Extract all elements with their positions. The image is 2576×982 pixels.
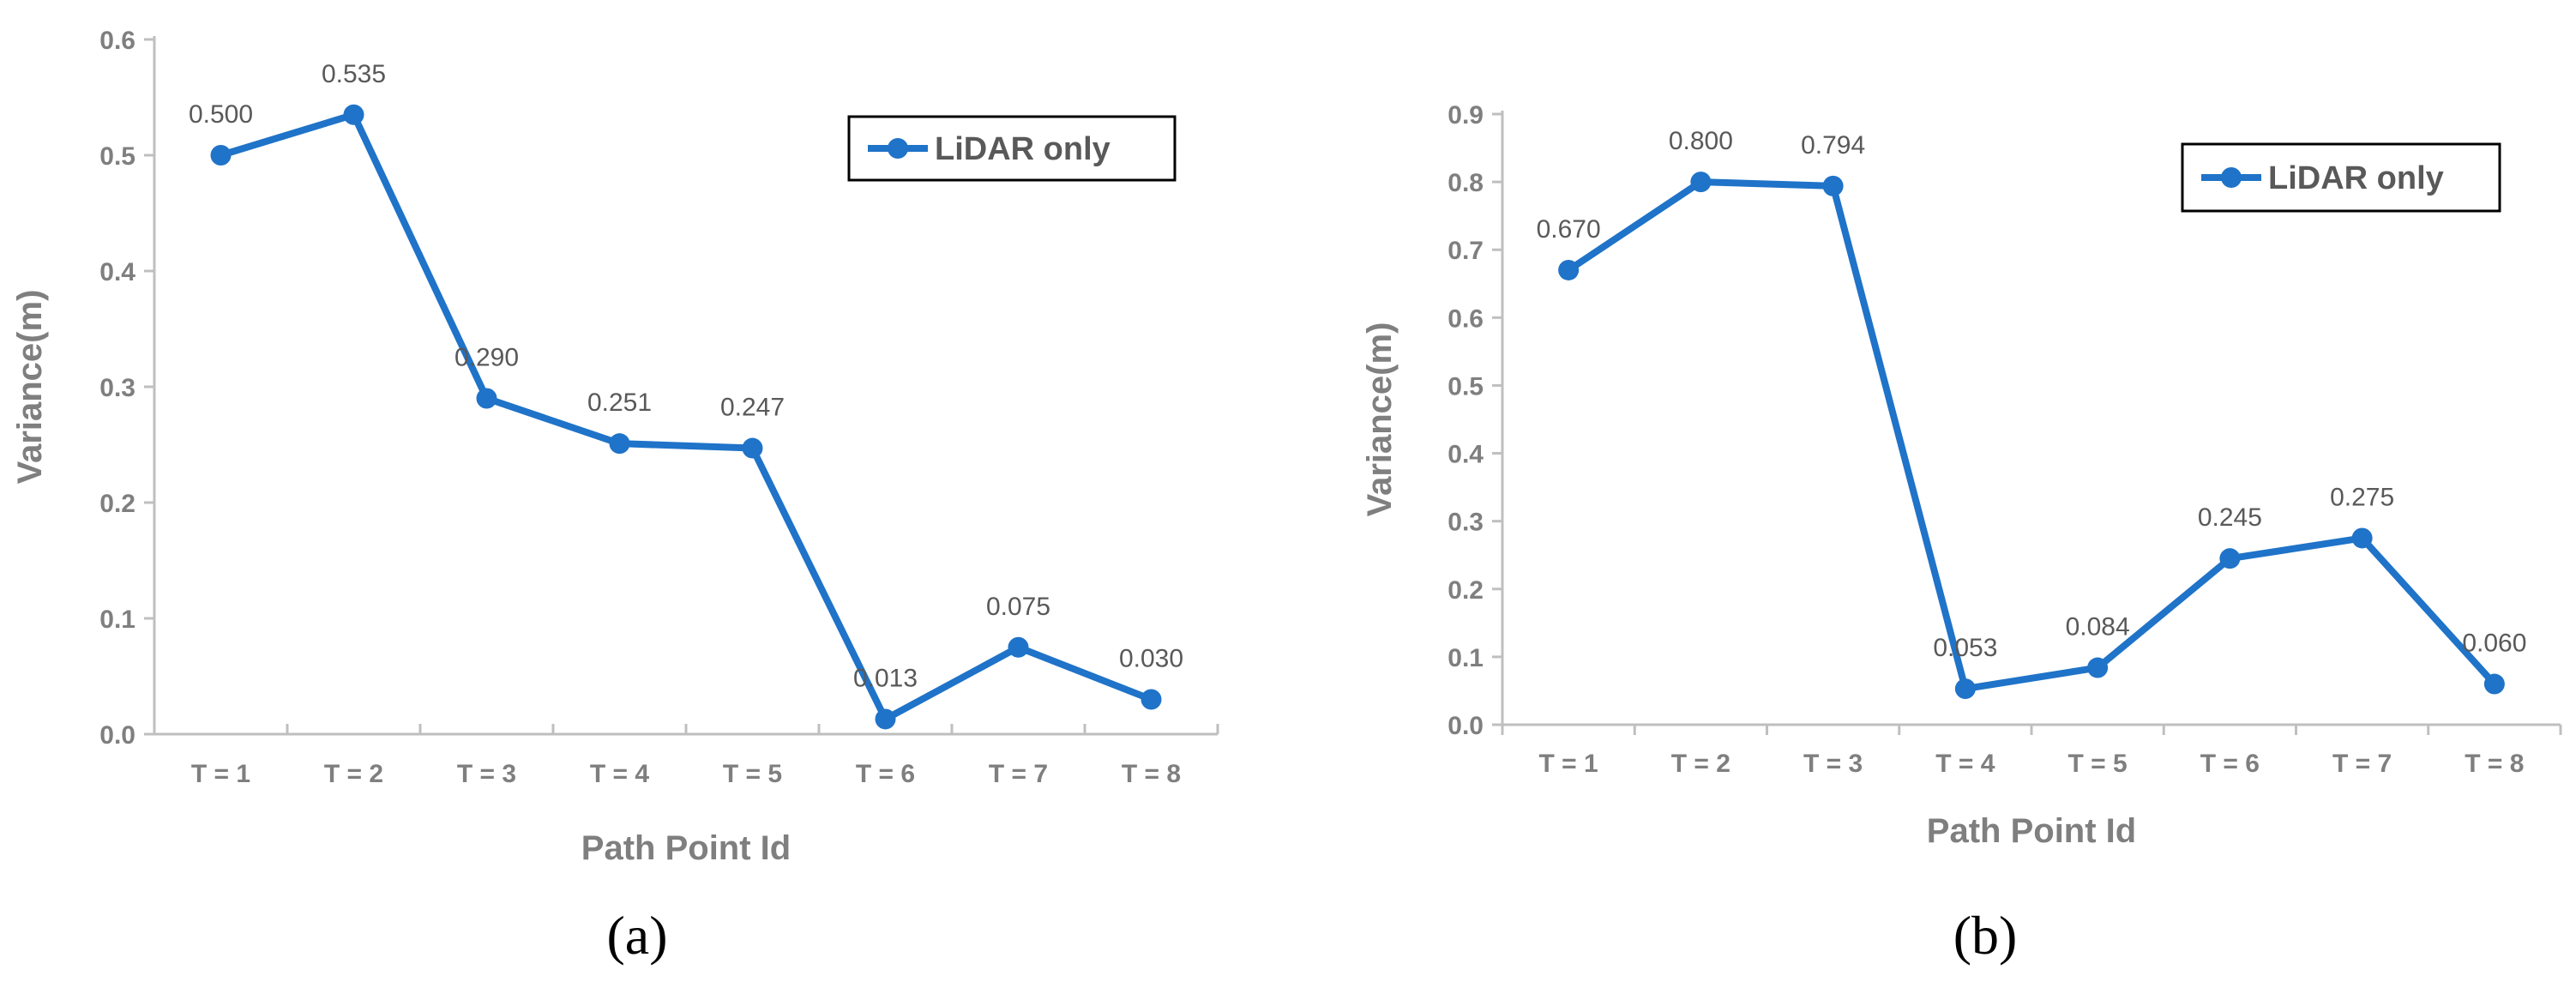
y-tick-label: 0.4 [1447,441,1484,469]
data-point [609,433,630,455]
x-tick-label: T = 6 [2200,750,2260,778]
x-tick-label: T = 5 [723,760,782,788]
y-tick-label: 0.2 [1447,576,1484,605]
y-axis-title: Variance(m) [11,290,49,485]
y-axis-title: Variance(m) [1361,322,1399,517]
data-label: 0.275 [2330,483,2394,511]
x-tick-label: T = 5 [2068,750,2128,778]
data-label: 0.084 [2066,613,2130,642]
data-point [1822,175,1844,196]
chart-b: 0.0 0.1 0.2 0.3 0.4 0.5 0.6 0.7 0.8 0.9 T = 1 T = 2… [1361,101,2562,966]
y-tick-label: 0.8 [1447,169,1484,197]
legend-label: LiDAR only [935,131,1110,167]
y-tick-label: 0.4 [99,258,135,286]
data-point [1008,636,1029,658]
data-point [1954,678,1976,700]
x-tick-label: T = 2 [1671,750,1730,778]
x-tick-label: T = 1 [1539,750,1598,778]
x-tick-label: T = 2 [324,760,383,788]
data-label: 0.053 [1933,634,1997,662]
y-tick-label: 0.7 [1447,237,1484,265]
x-tick-label: T = 7 [989,760,1048,788]
y-tick-label: 0.0 [99,721,135,750]
x-tick-label: T = 3 [457,760,516,788]
data-label: 0.013 [853,664,918,692]
x-tick-label: T = 4 [590,760,650,788]
x-tick-label: T = 1 [191,760,250,788]
legend-box [847,115,1177,182]
series-line [1566,178,2497,693]
data-label: 0.060 [2462,630,2526,658]
data-point [2483,673,2505,695]
series-line [220,111,1153,723]
data-label: 0.247 [720,394,785,422]
data-label: 0.290 [454,344,519,372]
panel-label: (a) [606,905,667,966]
y-tick-label: 0.5 [1447,372,1484,401]
y-tick-label: 0.6 [99,27,135,55]
data-label: 0.670 [1537,215,1601,244]
data-point [2087,657,2109,678]
y-tick-label: 0.6 [1447,304,1484,333]
legend-point-marker [888,138,908,159]
data-point [2351,527,2373,549]
data-point [1690,172,1712,193]
data-label: 0.030 [1119,645,1183,673]
y-tick-label: 0.3 [99,374,135,402]
y-tick-label: 0.2 [99,490,135,518]
data-label: 0.251 [587,389,652,417]
x-axis-title: Path Point Id [1927,812,2136,850]
legend-point-marker [2221,167,2242,188]
x-tick-label: T = 4 [1935,750,1995,778]
data-point [875,708,896,730]
y-tick-label: 0.1 [99,605,135,634]
y-tick-label: 0.0 [1447,712,1484,740]
data-label: 0.535 [322,60,386,88]
y-tick-label: 0.9 [1447,101,1484,130]
x-tick-label: T = 8 [1122,760,1181,788]
data-point [210,145,232,166]
y-tick-label: 0.3 [1447,509,1484,537]
data-point [1141,689,1162,710]
data-label: 0.245 [2198,503,2262,532]
chart-a: 0.0 0.1 0.2 0.3 0.4 0.5 0.6 T = 1 T = 2 T = 3 T = … [11,27,1219,966]
data-point [2219,548,2241,569]
data-point [1558,259,1580,280]
data-point [476,388,497,409]
panel-label: (b) [1953,905,2018,966]
y-tick-label: 0.1 [1447,644,1484,672]
data-label: 0.500 [189,100,253,129]
x-axis-title: Path Point Id [581,829,791,867]
x-tick-label: T = 6 [856,760,915,788]
y-tick-label: 0.5 [99,142,135,171]
x-tick-label: T = 8 [2465,750,2524,778]
data-label: 0.794 [1801,131,1865,160]
data-label: 0.800 [1669,127,1733,155]
legend-label: LiDAR only [2268,160,2444,196]
x-tick-label: T = 7 [2332,750,2392,778]
data-point [742,437,763,459]
data-point [343,104,364,125]
data-label: 0.075 [986,593,1050,621]
x-tick-label: T = 3 [1803,750,1863,778]
